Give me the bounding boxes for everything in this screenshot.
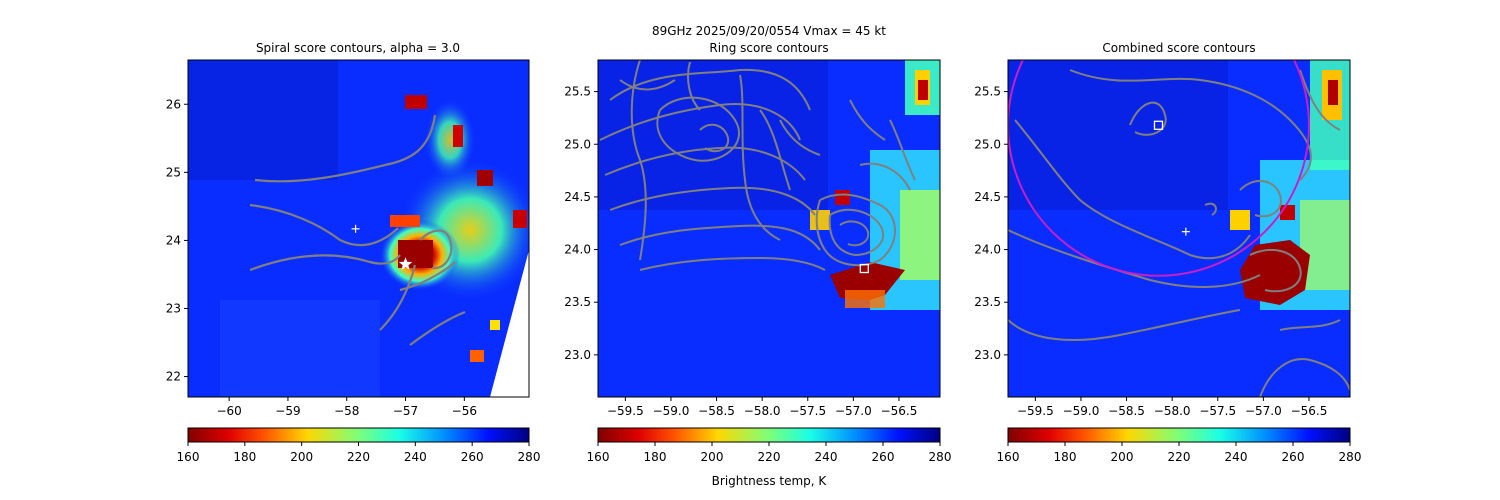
colorbar-tick-label: 160: [997, 450, 1020, 464]
panel-ring: Ring score contours: [564, 41, 941, 418]
panel-3-frame: [1007, 59, 1351, 398]
panel-3-heatmap: [1008, 60, 1350, 397]
panel-1-axes: −60 −59 −58 −57 −56 22 23 24 25 26: [166, 97, 477, 418]
colorbar-tick-label: 180: [1054, 450, 1077, 464]
panel-2-markers: [859, 263, 869, 274]
panel-2-frame: [597, 59, 941, 398]
panel-2-heatmap: [598, 60, 940, 397]
colorbar-tick-label: 180: [644, 450, 667, 464]
y-tick-label: 24.5: [564, 190, 591, 204]
colorbar-tick-label: 160: [587, 450, 610, 464]
colorbar-tick-label: 220: [758, 450, 781, 464]
panel-1-frame: [187, 59, 530, 398]
y-tick-label: 24.5: [974, 190, 1001, 204]
y-tick-label: 24.0: [564, 243, 591, 257]
x-tick-label: −58.0: [1154, 404, 1191, 418]
y-tick-label: 25.0: [564, 137, 591, 151]
colorbar-tick-label: 180: [233, 450, 256, 464]
colorbar-tick-label: 200: [701, 450, 724, 464]
y-tick-label: 23.5: [564, 295, 591, 309]
colorbar-2: 160 180 200 220 240 260 280 Brightness temp, K: [587, 427, 952, 488]
x-tick-label: −57.5: [1199, 404, 1236, 418]
center-square-marker: [1153, 120, 1164, 130]
colorbar-1: 160 180 200 220 240 260 280: [177, 427, 541, 464]
center-square-marker: [859, 263, 869, 274]
y-tick-label: 23.0: [564, 348, 591, 362]
colorbar-tick-label: 280: [929, 450, 952, 464]
y-tick-label: 25.0: [974, 137, 1001, 151]
center-star-marker: [398, 257, 413, 270]
center-plus-marker: [351, 224, 360, 233]
y-tick-label: 22: [166, 370, 181, 384]
panel-2-title: Ring score contours: [709, 41, 828, 55]
x-tick-label: −59.5: [607, 404, 644, 418]
x-tick-label: −57.0: [1245, 404, 1282, 418]
x-tick-label: −58.5: [698, 404, 735, 418]
colorbar-tick-label: 240: [1225, 450, 1248, 464]
colorbar-tick-label: 260: [461, 450, 484, 464]
colorbar-tick-label: 200: [290, 450, 313, 464]
x-tick-label: −58: [334, 404, 359, 418]
colorbar-tick-label: 220: [1168, 450, 1191, 464]
panel-spiral: Spiral score contours, alpha = 3.0: [166, 41, 530, 418]
x-tick-label: −56.5: [1291, 404, 1328, 418]
x-tick-label: −59.5: [1017, 404, 1054, 418]
colorbar-tick-label: 220: [347, 450, 370, 464]
panel-1-heatmap: [188, 60, 529, 397]
center-plus-marker: [1181, 227, 1190, 236]
y-tick-label: 25.5: [564, 85, 591, 99]
search-radius-circle: [1008, 60, 1310, 277]
colorbar-tick-label: 160: [177, 450, 200, 464]
colorbar-tick-label: 280: [518, 450, 541, 464]
colorbar-tick-label: 260: [872, 450, 895, 464]
colorbar-tick-label: 260: [1282, 450, 1305, 464]
panel-3-axes: −59.5 −59.0 −58.5 −58.0 −57.5 −57.0 −56.5 23.0 2…: [974, 85, 1327, 418]
x-tick-label: −56.5: [881, 404, 918, 418]
panel-1-markers: [351, 224, 413, 270]
x-tick-label: −57.0: [835, 404, 872, 418]
y-tick-label: 26: [166, 97, 181, 111]
panel-1-title: Spiral score contours, alpha = 3.0: [256, 41, 460, 55]
panel-3-markers: [1153, 120, 1190, 236]
panel-3-title: Combined score contours: [1102, 41, 1255, 55]
y-tick-label: 24: [166, 233, 181, 247]
x-tick-label: −60: [216, 404, 241, 418]
x-tick-label: −58.5: [1108, 404, 1145, 418]
x-tick-label: −59.0: [653, 404, 690, 418]
x-tick-label: −59.0: [1063, 404, 1100, 418]
panel-2-axes: −59.5 −59.0 −58.5 −58.0 −57.5 −57.0 −56.5 23.0 2…: [564, 85, 917, 418]
colorbar-tick-label: 240: [404, 450, 427, 464]
x-tick-label: −57: [393, 404, 418, 418]
colorbar-label: Brightness temp, K: [712, 474, 828, 488]
y-tick-label: 23.5: [974, 295, 1001, 309]
panel-combined: Combined score contours: [974, 41, 1351, 418]
colorbar-3: 160 180 200 220 240 260 280: [997, 427, 1362, 464]
colorbar-tick-label: 200: [1111, 450, 1134, 464]
x-tick-label: −57.5: [789, 404, 826, 418]
x-tick-label: −56: [452, 404, 477, 418]
y-tick-label: 23.0: [974, 348, 1001, 362]
y-tick-label: 25: [166, 165, 181, 179]
colorbar-tick-label: 280: [1339, 450, 1362, 464]
y-tick-label: 24.0: [974, 243, 1001, 257]
y-tick-label: 25.5: [974, 85, 1001, 99]
x-tick-label: −58.0: [744, 404, 781, 418]
y-tick-label: 23: [166, 301, 181, 315]
colorbar-tick-label: 240: [815, 450, 838, 464]
x-tick-label: −59: [275, 404, 300, 418]
figure-suptitle: 89GHz 2025/09/20/0554 Vmax = 45 kt: [652, 24, 886, 38]
